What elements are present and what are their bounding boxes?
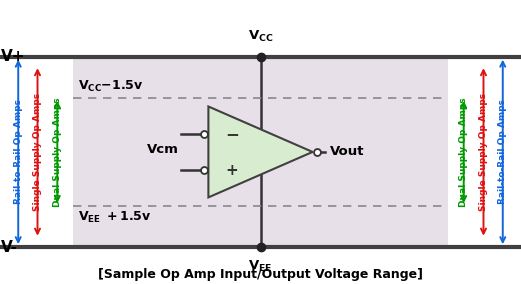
Text: Dual Supply Op Amps: Dual Supply Op Amps bbox=[459, 97, 468, 207]
Text: V-: V- bbox=[1, 240, 18, 254]
Text: −: − bbox=[225, 125, 239, 143]
Text: Vcm: Vcm bbox=[146, 143, 179, 156]
Text: [Sample Op Amp Input/Output Voltage Range]: [Sample Op Amp Input/Output Voltage Rang… bbox=[98, 268, 423, 281]
Text: Rail-to-Rail Op Amps: Rail-to-Rail Op Amps bbox=[14, 99, 23, 204]
Text: Single Supply Op Amps: Single Supply Op Amps bbox=[479, 93, 488, 211]
Text: Dual Supply Op Amps: Dual Supply Op Amps bbox=[53, 97, 62, 207]
Polygon shape bbox=[208, 106, 313, 197]
Text: Single Supply Op Amps: Single Supply Op Amps bbox=[33, 93, 42, 211]
Text: $\mathbf{V_{CC}}$: $\mathbf{V_{CC}}$ bbox=[248, 29, 273, 44]
Text: $\mathbf{V_{EE}}$$\mathbf{\ +1.5v}$: $\mathbf{V_{EE}}$$\mathbf{\ +1.5v}$ bbox=[78, 210, 152, 225]
Text: $\mathbf{V_{CC}}$$\mathbf{-1.5v}$: $\mathbf{V_{CC}}$$\mathbf{-1.5v}$ bbox=[78, 79, 144, 94]
Text: $\mathbf{V_{EE}}$: $\mathbf{V_{EE}}$ bbox=[249, 258, 272, 273]
Bar bbox=[73, 57, 448, 247]
Text: V+: V+ bbox=[1, 49, 26, 64]
Text: +: + bbox=[226, 163, 238, 178]
Text: Vout: Vout bbox=[330, 145, 364, 158]
Text: Rail-to-Rail Op Amps: Rail-to-Rail Op Amps bbox=[498, 99, 507, 204]
